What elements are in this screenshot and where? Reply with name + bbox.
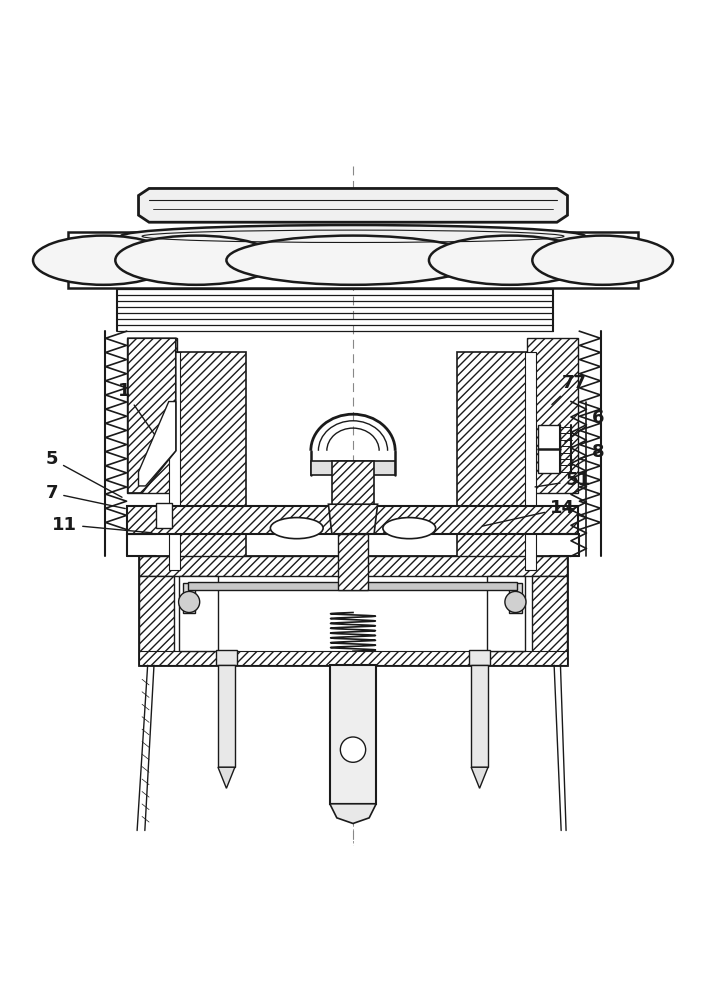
Bar [138,651,568,665]
Bar [330,665,376,804]
Text: 1: 1 [118,382,155,434]
Bar [183,583,196,613]
Bar [156,503,172,528]
Polygon shape [471,767,488,788]
Bar [332,461,374,532]
Text: 51: 51 [535,471,590,489]
Bar [532,576,568,665]
Polygon shape [138,188,568,222]
Polygon shape [328,504,378,534]
Bar [188,582,517,590]
Text: 11: 11 [52,516,152,534]
Polygon shape [330,804,376,823]
Text: 5: 5 [46,450,122,497]
Text: 6: 6 [565,409,604,442]
Ellipse shape [270,518,323,539]
Circle shape [179,591,200,613]
Bar [126,338,177,493]
Bar [527,338,578,493]
Ellipse shape [383,518,436,539]
Polygon shape [218,767,235,788]
Text: 77: 77 [552,374,587,405]
Bar [216,650,237,665]
Bar [169,352,180,570]
Bar [138,556,568,576]
Bar [311,461,395,475]
Ellipse shape [121,225,585,248]
Polygon shape [128,338,176,493]
Ellipse shape [532,236,673,285]
Bar [469,650,490,665]
Bar [126,506,578,534]
Circle shape [505,591,526,613]
Ellipse shape [115,236,277,285]
Bar [337,534,369,590]
Bar [525,352,536,570]
Bar [457,352,527,570]
Bar [486,576,525,651]
Bar [138,576,174,665]
Bar [179,576,218,651]
Text: 7: 7 [46,484,125,509]
Bar [176,352,246,570]
Ellipse shape [227,236,479,285]
Polygon shape [138,402,176,486]
Bar [218,665,235,767]
Text: 14: 14 [482,499,575,526]
Bar [538,425,561,473]
Bar [471,665,488,767]
Ellipse shape [33,236,174,285]
Bar [68,232,638,288]
Bar [509,583,522,613]
Text: 8: 8 [577,443,604,465]
Circle shape [340,737,366,762]
Bar [138,556,568,665]
Ellipse shape [429,236,591,285]
